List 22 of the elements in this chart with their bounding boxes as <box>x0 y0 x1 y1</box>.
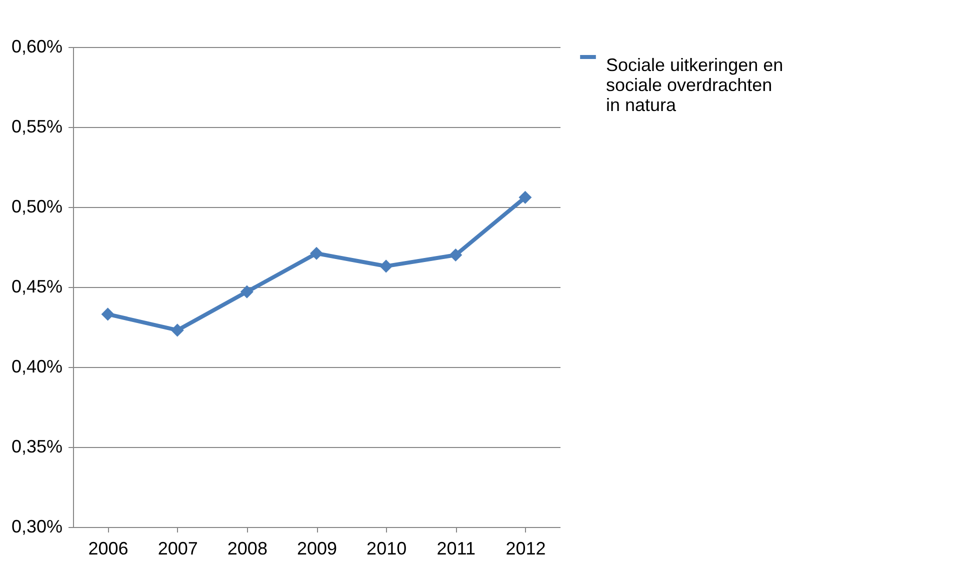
y-tick-label: 0,60% <box>11 36 62 56</box>
point <box>101 308 114 321</box>
legend-label: Sociale uitkeringen en sociale overdrachten in natura <box>606 55 784 115</box>
y-tick-label: 0,55% <box>11 116 62 136</box>
y-tick-label: 0,30% <box>11 516 62 536</box>
point <box>380 260 393 273</box>
point <box>449 248 462 262</box>
y-tick-label: 0,50% <box>11 196 62 216</box>
x-tick-label: 2008 <box>227 538 268 558</box>
y-tick-label: 0,40% <box>11 356 62 376</box>
point <box>310 246 324 260</box>
point <box>240 285 254 298</box>
point <box>518 190 532 204</box>
y-tick-label: 0,45% <box>11 276 62 296</box>
x-tick-label: 2006 <box>88 538 128 558</box>
x-tick-label: 2009 <box>296 538 338 558</box>
point <box>170 324 184 337</box>
x-tick-label: 2011 <box>436 538 476 558</box>
x-tick-label: 2012 <box>506 538 546 558</box>
x-tick-label: 2007 <box>158 538 198 558</box>
y-tick-label: 0,35% <box>11 436 62 456</box>
x-tick-label: 2010 <box>366 538 407 558</box>
